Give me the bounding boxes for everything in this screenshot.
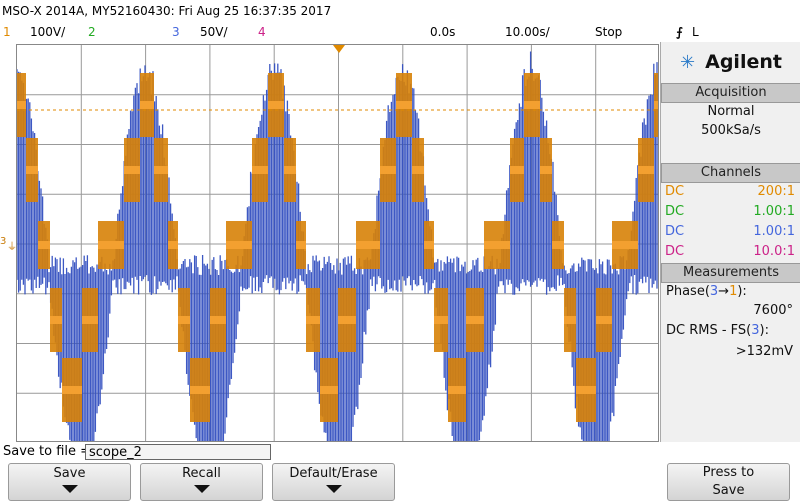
channel-row[interactable]: DC 1.00:1 bbox=[661, 204, 800, 224]
brand-name: Agilent bbox=[705, 51, 782, 73]
save-softkey-label: Save bbox=[53, 466, 86, 481]
brand-logo: ✳ Agilent bbox=[661, 42, 800, 82]
channel-row[interactable]: DC 10.0:1 bbox=[661, 244, 800, 264]
trigger-icon: ⨍ bbox=[676, 25, 683, 39]
waveform-display[interactable] bbox=[16, 44, 659, 442]
time-delay[interactable]: 0.0s bbox=[430, 25, 456, 39]
channel-row[interactable]: DC 200:1 bbox=[661, 184, 800, 204]
channel-probe: 200:1 bbox=[757, 184, 795, 199]
down-arrow-icon bbox=[61, 485, 78, 493]
status-bar: 1 100V/ 2 3 50V/ 4 0.0s 10.00s/ Stop ⨍ L bbox=[0, 22, 800, 42]
trigger-position-marker bbox=[333, 45, 345, 53]
channel-coupling: DC bbox=[665, 184, 685, 199]
down-arrow-icon bbox=[193, 485, 210, 493]
trigger-source[interactable]: L bbox=[692, 25, 699, 39]
channel-coupling: DC bbox=[665, 204, 685, 219]
channel-probe: 1.00:1 bbox=[753, 204, 795, 219]
measurement-dcrms-label: DC RMS - FS(3): bbox=[666, 323, 769, 338]
measurement-phase-value: 7600° bbox=[753, 303, 793, 318]
channels-header: Channels bbox=[661, 163, 800, 183]
ch1-scale[interactable]: 100V/ bbox=[30, 25, 66, 39]
down-arrow-icon bbox=[325, 485, 342, 493]
press-to-save-line1: Press to bbox=[702, 465, 755, 480]
channel-coupling: DC bbox=[665, 244, 685, 259]
press-to-save-line2: Save bbox=[712, 483, 745, 498]
default-erase-softkey[interactable]: Default/Erase bbox=[272, 463, 395, 501]
channel-row[interactable]: DC 1.00:1 bbox=[661, 224, 800, 244]
save-softkey[interactable]: Save bbox=[8, 463, 131, 501]
default-erase-softkey-label: Default/Erase bbox=[289, 466, 378, 481]
window-title: MSO-X 2014A, MY52160430: Fri Aug 25 16:3… bbox=[0, 0, 800, 22]
recall-softkey-label: Recall bbox=[182, 466, 221, 481]
measurement-dcrms-value: >132mV bbox=[735, 344, 793, 359]
acquisition-mode: Normal bbox=[707, 104, 755, 119]
recall-softkey[interactable]: Recall bbox=[140, 463, 263, 501]
channel-probe: 1.00:1 bbox=[753, 224, 795, 239]
spark-icon: ✳ bbox=[680, 51, 696, 73]
ch1-trace bbox=[17, 73, 658, 422]
measurement-phase-label: Phase(3→1): bbox=[666, 284, 747, 299]
ch3-ground-marker-icon[interactable]: 3 bbox=[0, 236, 7, 247]
measurements-header: Measurements bbox=[661, 263, 800, 283]
save-to-file-label: Save to file = bbox=[3, 444, 92, 459]
ch4-number[interactable]: 4 bbox=[258, 25, 266, 39]
ch1-ground-marker-icon[interactable]: ⏚ bbox=[7, 242, 17, 253]
ch3-number[interactable]: 3 bbox=[172, 25, 180, 39]
press-to-save-softkey[interactable]: Press to Save bbox=[667, 463, 790, 501]
channel-probe: 10.0:1 bbox=[753, 244, 795, 259]
ch1-number[interactable]: 1 bbox=[3, 25, 11, 39]
channel-coupling: DC bbox=[665, 224, 685, 239]
ch2-number[interactable]: 2 bbox=[88, 25, 96, 39]
acquisition-header: Acquisition bbox=[661, 83, 800, 103]
ch3-scale[interactable]: 50V/ bbox=[200, 25, 228, 39]
run-state[interactable]: Stop bbox=[595, 25, 623, 39]
time-scale[interactable]: 10.00s/ bbox=[505, 25, 550, 39]
filename-field[interactable]: scope_2 bbox=[85, 444, 271, 460]
side-panel: ✳ Agilent Acquisition Normal 500kSa/s Ch… bbox=[660, 42, 800, 442]
acquisition-rate: 500kSa/s bbox=[701, 123, 761, 138]
waveform-svg bbox=[17, 45, 658, 441]
